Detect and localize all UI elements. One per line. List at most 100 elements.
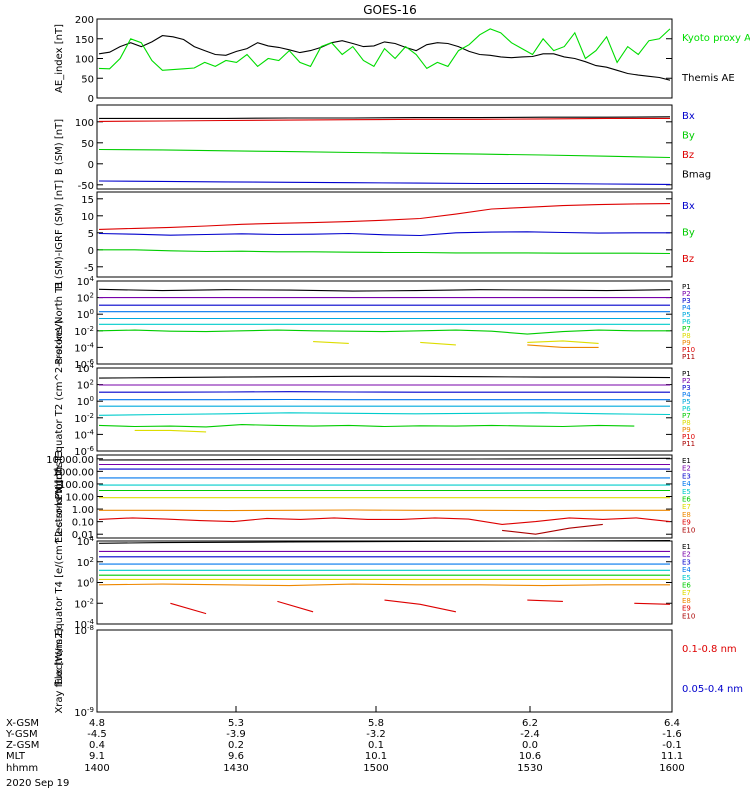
series-line-p7	[98, 424, 635, 428]
panel-frame	[96, 540, 673, 625]
series-line-by	[99, 249, 671, 255]
x-row-value: 1430	[223, 763, 248, 774]
y-tick-label: 100.00	[59, 480, 94, 491]
series-line-bz	[98, 203, 671, 230]
y-tick-label: 104	[77, 275, 95, 288]
series-line-p7	[98, 329, 670, 335]
legend-entry: Themis AE	[681, 73, 735, 84]
y-tick-label: 100	[77, 395, 94, 408]
legend-entry: P2	[682, 290, 691, 298]
panel-frame	[96, 454, 673, 539]
x-axis-table: X-GSM 4.8 5.3 5.8 6.2 6.4 Y-GSM -4.5 -3.9 -3.2 -2.…	[5, 706, 685, 774]
legend-entry: P1	[682, 283, 691, 291]
y-tick-label: 150	[75, 35, 94, 46]
legend-entry: E4	[682, 566, 691, 574]
series-line-bx	[98, 231, 670, 237]
legend-entry: Kyoto proxy AE	[682, 33, 750, 44]
panel-frame	[96, 280, 673, 365]
series-line-bz	[98, 117, 670, 122]
series-line-p1	[98, 375, 671, 379]
series-line-e8	[99, 509, 670, 512]
series-line-bx	[98, 180, 671, 185]
x-row-value: -0.1	[662, 740, 682, 751]
series-line-e1	[98, 457, 671, 461]
legend-entry: Bx	[682, 111, 695, 122]
legend-entry: P2	[682, 377, 691, 385]
legend-entry: E9	[682, 519, 691, 527]
y-tick-label: 10-4	[74, 341, 94, 354]
legend-entry: Bx	[682, 201, 695, 212]
legend-entry: E8	[682, 511, 691, 519]
x-row-value: 6.4	[664, 718, 680, 729]
legend-entry: P4	[682, 304, 691, 312]
y-axis-label: Electrons Equator T4 [e/(cm^2-s-sr-keV)]	[54, 480, 65, 686]
y-tick-label: 1000.00	[53, 467, 94, 478]
series-line-p3	[99, 391, 670, 393]
legend-entry: P9	[682, 426, 691, 434]
y-tick-label: 10-4	[74, 428, 94, 441]
y-tick-label: 100	[75, 55, 94, 66]
x-row-value: -1.6	[662, 729, 682, 740]
legend-entry: P10	[682, 346, 695, 354]
x-row-value: 0.0	[522, 740, 538, 751]
y-tick-label: 0.01	[72, 530, 94, 541]
legend-entry: P11	[682, 353, 695, 361]
legend-entry: P7	[682, 325, 691, 333]
legend-entry: E5	[682, 488, 691, 496]
legend-entry: E10	[682, 526, 695, 534]
panel-5: 104 102 100 10-2 10-4 10-6 Protons Equator T2 …	[54, 320, 695, 500]
x-row-label: MLT	[6, 751, 26, 762]
y-tick-label: 10-2	[74, 412, 94, 425]
legend-entry: E1	[682, 543, 691, 551]
legend-entry: E2	[682, 551, 691, 559]
legend-entry: E3	[682, 558, 691, 566]
panel-frame	[96, 104, 673, 190]
legend-entry: E3	[682, 472, 691, 480]
figure-title: GOES-16	[363, 3, 417, 17]
x-row-value: 0.2	[228, 740, 244, 751]
legend-entry: E10	[682, 612, 695, 620]
y-tick-label: 10000.00	[46, 455, 94, 466]
panel-1: 0 50 100 150 200 AE_index [nT] Kyoto proxy AE T…	[54, 15, 750, 105]
y-tick-label: 0.10	[72, 518, 94, 529]
legend-entry: E6	[682, 496, 691, 504]
y-tick-label: 1.00	[72, 505, 94, 516]
x-row-value: 11.1	[661, 751, 683, 762]
y-tick-label: 0	[88, 94, 94, 105]
legend-entry: E1	[682, 457, 691, 465]
y-tick-label: 5	[88, 229, 94, 240]
panel-2: -50 0 50 100 B (SM) [nT] Bx By Bz Bmag	[54, 104, 711, 192]
legend-entry: P5	[682, 398, 691, 406]
legend-entry: E6	[682, 582, 691, 590]
series-line-p9	[527, 344, 599, 348]
series-line-by	[98, 148, 671, 159]
panel-7: 104 102 100 10-2 10-4 Electrons Equator T4 [e…	[54, 480, 695, 686]
legend-entry: P7	[682, 412, 691, 420]
x-row-value: 6.2	[522, 718, 538, 729]
x-row-value: -3.2	[366, 729, 386, 740]
y-tick-label: 100	[75, 118, 94, 129]
y-tick-label: -50	[78, 181, 94, 192]
y-tick-label: 10-2	[74, 597, 94, 610]
y-tick-label: 100	[77, 577, 94, 590]
y-tick-label: 10-4	[74, 618, 94, 631]
panel-frame	[96, 367, 673, 452]
legend-entry: P3	[682, 297, 691, 305]
x-row-value: -2.4	[520, 729, 540, 740]
legend-entry: Bz	[682, 254, 694, 265]
y-axis-label: Protons Equator T2 (cm^2-s-sr-keV)	[54, 320, 65, 500]
legend-entry: E5	[682, 574, 691, 582]
legend-entry: E9	[682, 605, 691, 613]
y-tick-label: 102	[77, 292, 94, 305]
y-tick-label: 102	[77, 556, 94, 569]
legend-entry: P4	[682, 391, 691, 399]
legend-entry: E7	[682, 589, 691, 597]
x-row-label: Y-GSM	[5, 729, 38, 740]
series-line-e1	[98, 540, 671, 544]
y-axis-label: Electrons North T3	[54, 450, 65, 543]
y-axis-label: Protons North T1	[54, 280, 65, 364]
legend-entry: P9	[682, 339, 691, 347]
